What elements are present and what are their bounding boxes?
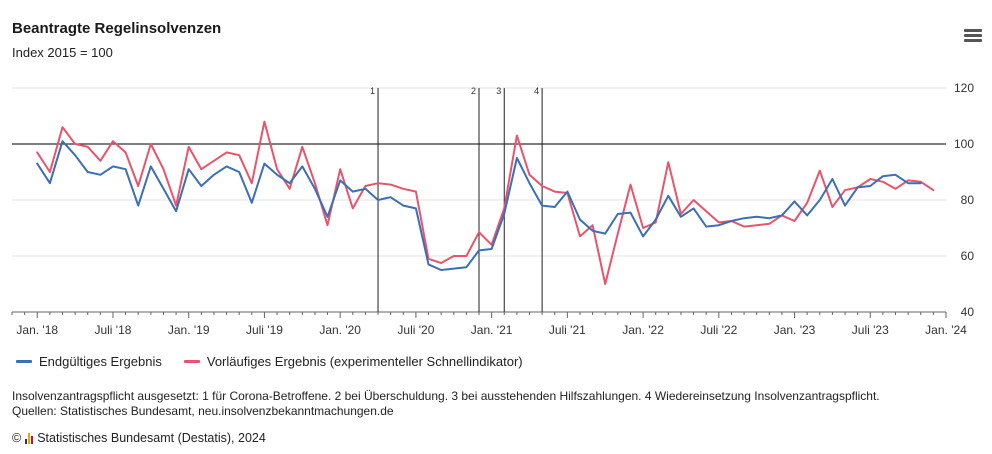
x-tick-label: Juli '18 — [94, 323, 131, 337]
annotation-label-3: 3 — [496, 86, 501, 96]
credit-line: © Statistisches Bundesamt (Destatis), 20… — [12, 431, 266, 445]
x-tick-label: Juli '23 — [852, 323, 889, 337]
legend-item-preliminary[interactable]: Vorläufiges Ergebnis (experimenteller Sc… — [183, 354, 523, 369]
x-tick-label: Juli '21 — [549, 323, 586, 337]
credit-text: Statistisches Bundesamt (Destatis), 2024 — [37, 431, 266, 445]
hamburger-menu-icon[interactable] — [962, 27, 984, 43]
annotation-label-4: 4 — [534, 86, 539, 96]
legend-label-preliminary: Vorläufiges Ergebnis (experimenteller Sc… — [206, 354, 523, 369]
source-note: Quellen: Statistisches Bundesamt, neu.in… — [12, 404, 394, 418]
line-chart: 40 60 80 100 120 Jan. '18 Juli '18 Jan. '19 Juli… — [11, 81, 975, 337]
x-tick-label: Juli '22 — [700, 323, 737, 337]
y-tick-label: 100 — [954, 137, 974, 151]
x-tick-label: Jan. '23 — [774, 323, 816, 337]
legend-label-final: Endgültiges Ergebnis — [39, 354, 162, 369]
y-tick-label: 120 — [954, 81, 974, 95]
copyright-symbol: © — [12, 431, 22, 445]
legend-swatch-preliminary — [183, 360, 200, 363]
annotation-label-2: 2 — [471, 86, 476, 96]
x-tick-label: Jan. '21 — [471, 323, 513, 337]
y-tick-label: 80 — [961, 193, 975, 207]
x-tick-label: Juli '19 — [246, 323, 283, 337]
footnote: Insolvenzantragspflicht ausgesetzt: 1 fü… — [12, 389, 880, 403]
legend: Endgültiges Ergebnis Vorläufiges Ergebni… — [16, 354, 523, 369]
chart-title: Beantragte Regelinsolvenzen — [12, 20, 222, 37]
x-tick-label: Juli '20 — [397, 323, 434, 337]
destatis-logo-icon — [25, 432, 34, 444]
series-line-final — [36, 140, 922, 271]
annotation-label-1: 1 — [370, 86, 375, 96]
legend-item-final[interactable]: Endgültiges Ergebnis — [16, 354, 162, 369]
y-tick-label: 60 — [961, 249, 975, 263]
x-tick-label: Jan. '20 — [319, 323, 361, 337]
y-tick-label: 40 — [961, 305, 975, 319]
x-tick-label: Jan. '18 — [16, 323, 58, 337]
chart-subtitle: Index 2015 = 100 — [12, 45, 113, 60]
x-tick-label: Jan. '19 — [168, 323, 210, 337]
series-line-preliminary — [36, 120, 935, 285]
x-tick-label: Jan. '22 — [622, 323, 664, 337]
legend-swatch-final — [16, 360, 32, 363]
x-tick-label: Jan. '24 — [925, 323, 967, 337]
